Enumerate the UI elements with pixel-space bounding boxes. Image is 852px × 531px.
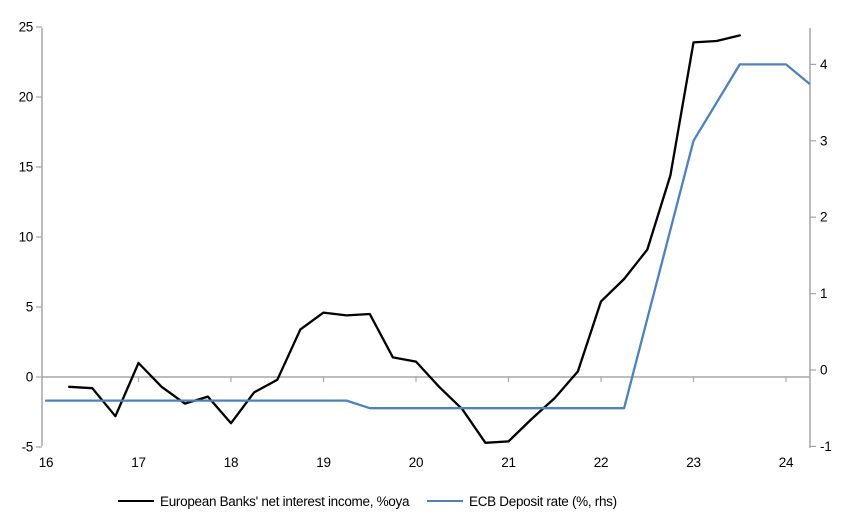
legend-item-ecb: ECB Deposit rate (%, rhs) [427,492,617,510]
right-axis-tick-label: 3 [820,133,827,148]
right-axis-tick-label: 2 [820,210,827,225]
x-axis-tick-label: 19 [316,455,330,470]
chart-legend: European Banks' net interest income, %oy… [0,492,852,516]
legend-label-ecb: ECB Deposit rate (%, rhs) [469,493,617,509]
x-axis-tick-label: 22 [594,455,608,470]
x-axis-tick-label: 16 [39,455,53,470]
left-axis-tick-label: 0 [26,370,33,385]
right-axis-tick-label: -1 [820,439,831,454]
x-axis-tick-label: 17 [131,455,145,470]
legend-item-nii: European Banks' net interest income, %oy… [118,492,409,510]
left-axis-tick-label: 15 [19,160,33,175]
x-axis-tick-label: 23 [686,455,700,470]
left-axis-tick-label: 20 [19,90,33,105]
legend-label-nii: European Banks' net interest income, %oy… [160,493,410,509]
x-axis-tick-label: 21 [501,455,515,470]
left-axis-tick-label: 10 [19,230,33,245]
x-axis-tick-label: 18 [224,455,238,470]
left-axis-tick-label: -5 [22,440,33,455]
right-axis-tick-label: 1 [820,286,827,301]
left-axis-tick-label: 5 [26,300,33,315]
legend-line-swatch-black [118,500,154,502]
series-line-0 [67,34,741,444]
left-axis-tick-label: 25 [19,20,33,35]
right-axis-tick-label: 4 [820,57,828,72]
series-line-1 [44,63,811,410]
legend-line-swatch-blue [427,500,463,502]
right-axis-tick-label: 0 [820,363,827,378]
x-axis-tick-label: 20 [409,455,423,470]
x-axis-tick-label: 24 [779,455,794,470]
